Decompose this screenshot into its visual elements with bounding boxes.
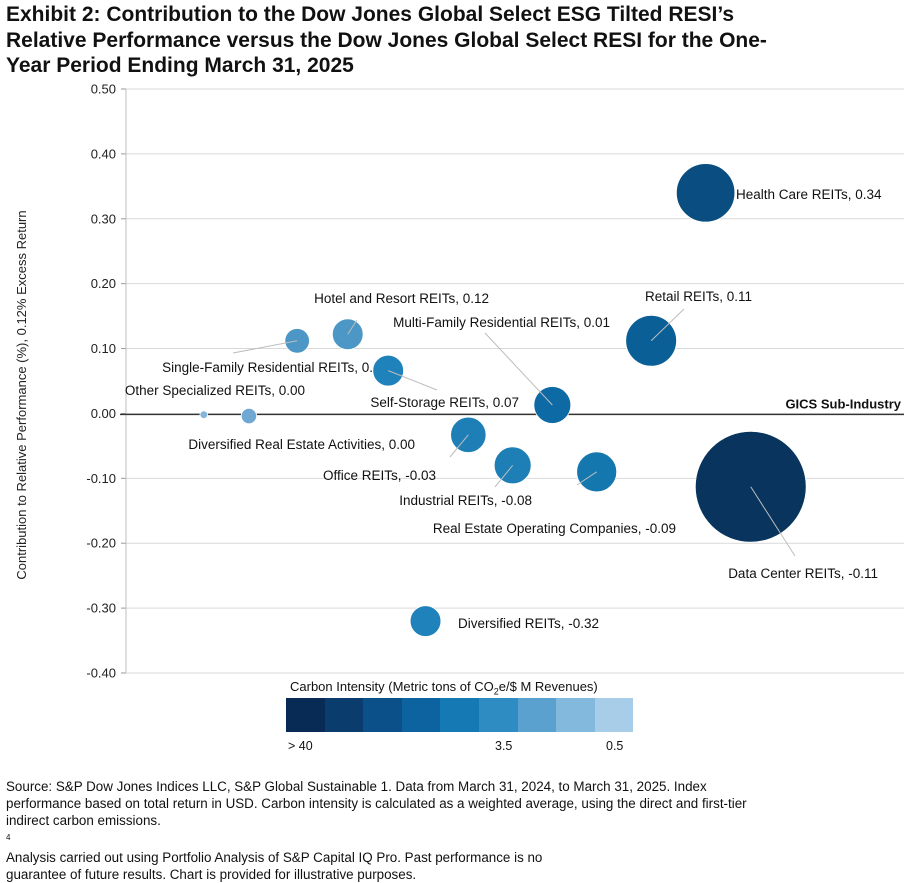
source-note: Source: S&P Dow Jones Indices LLC, S&P G… <box>6 778 906 883</box>
legend-swatch <box>286 698 325 732</box>
legend-swatch <box>324 698 364 732</box>
legend-swatch <box>401 698 441 732</box>
bubble <box>240 407 258 425</box>
leader-line <box>449 434 469 458</box>
y-tick-label: 0.50 <box>91 82 116 97</box>
bubble <box>675 163 736 223</box>
bubble-chart: 0.50 0.40 0.30 0.20 0.10 0.00 -0.10 -0.20 -0.30 -… <box>14 82 904 681</box>
legend-swatch <box>440 698 479 732</box>
legend-label-high: > 40 <box>288 739 313 753</box>
source-line-3: indirect carbon emissions. 4 Analysis car… <box>6 813 543 866</box>
data-label: Diversified Real Estate Activities, 0.00 <box>188 437 415 452</box>
y-tick-label: -0.20 <box>86 536 116 551</box>
title-line-1: Exhibit 2: Contribution to the Dow Jones… <box>6 3 735 26</box>
legend-swatch <box>556 698 595 732</box>
data-label: Other Specialized REITs, 0.00 <box>125 383 305 398</box>
bubble <box>199 410 209 419</box>
legend-label-low: 0.5 <box>606 739 624 753</box>
leader-line <box>494 465 514 488</box>
title-line-3: Year Period Ending March 31, 2025 <box>6 54 354 77</box>
data-label: Self-Storage REITs, 0.07 <box>370 395 519 410</box>
source-line-2: performance based on total return in USD… <box>6 796 747 811</box>
bubble <box>694 430 807 543</box>
leader-line <box>576 471 597 486</box>
legend-swatch <box>517 698 557 732</box>
carbon-intensity-legend <box>286 698 634 732</box>
bubble <box>493 446 532 485</box>
legend-swatch <box>478 698 518 732</box>
data-label: Office REITs, -0.03 <box>323 468 436 483</box>
source-line-1: Source: S&P Dow Jones Indices LLC, S&P G… <box>6 779 707 794</box>
title-line-2: Relative Performance versus the Dow Jone… <box>6 28 767 52</box>
data-label: Real Estate Operating Companies, -0.09 <box>433 521 676 536</box>
data-label: Multi-Family Residential REITs, 0.01 <box>393 315 610 330</box>
data-label: Health Care REITs, 0.34 <box>736 187 882 202</box>
data-label: Diversified REITs, -0.32 <box>458 616 599 631</box>
reference-line-label: GICS Sub-Industry <box>785 396 901 411</box>
data-label: Industrial REITs, -0.08 <box>399 493 532 508</box>
chart-title: Exhibit 2: Contribution to the Dow Jones… <box>6 2 906 79</box>
y-tick-label: -0.10 <box>86 471 116 486</box>
legend-swatch <box>594 698 634 732</box>
data-label: Hotel and Resort REITs, 0.12 <box>314 291 489 306</box>
y-tick-label: -0.40 <box>86 666 116 681</box>
leader-line <box>650 308 685 342</box>
data-label: Data Center REITs, -0.11 <box>728 566 878 581</box>
legend-swatch <box>363 698 402 732</box>
y-tick-label: 0.30 <box>91 211 116 226</box>
y-tick-label: -0.30 <box>86 601 116 616</box>
legend-label-mid: 3.5 <box>495 739 513 753</box>
leader-line <box>388 370 438 391</box>
data-label: Retail REITs, 0.11 <box>645 289 752 304</box>
leader-line <box>750 486 796 557</box>
data-label: Single-Family Residential REITs, 0.11 <box>162 360 387 375</box>
leader-line <box>484 332 553 406</box>
y-tick-label: 0.10 <box>91 341 116 356</box>
source-line-4: guarantee of future results. Chart is pr… <box>6 867 417 883</box>
leader-line <box>347 319 358 335</box>
y-tick-label: 0.20 <box>91 276 116 291</box>
y-axis-title: Contribution to Relative Performance (%)… <box>14 210 29 579</box>
y-tick-label: 0.40 <box>91 146 116 161</box>
y-tick-label: 0.00 <box>91 406 116 421</box>
bubble <box>409 605 442 637</box>
legend-title: Carbon Intensity (Metric tons of CO2e/$ … <box>290 679 598 697</box>
leader-line <box>232 340 298 354</box>
